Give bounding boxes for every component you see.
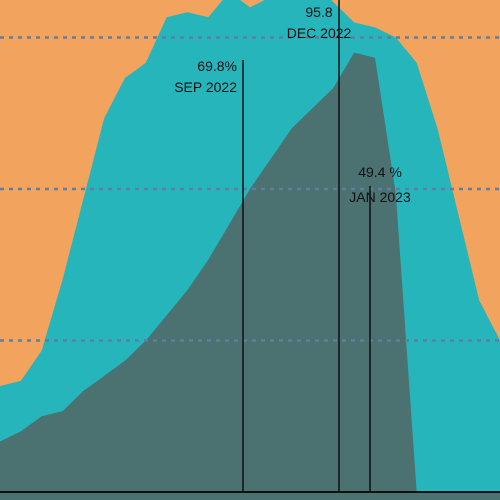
annotation-date-label: DEC 2022 <box>287 25 352 41</box>
annotation-date-label: JAN 2023 <box>349 189 411 205</box>
annotation-value-label: 69.8% <box>197 58 237 74</box>
annotation-value-label: 49.4 % <box>358 164 402 180</box>
dark-area <box>0 52 500 500</box>
annotation-date-label: SEP 2022 <box>174 79 237 95</box>
gridlines <box>0 36 500 342</box>
annotation-markers: 69.8% SEP 2022 95.8 DEC 2022 49.4 % JAN 2023 <box>174 0 411 492</box>
annotation-value-label: 95.8 <box>305 4 332 20</box>
